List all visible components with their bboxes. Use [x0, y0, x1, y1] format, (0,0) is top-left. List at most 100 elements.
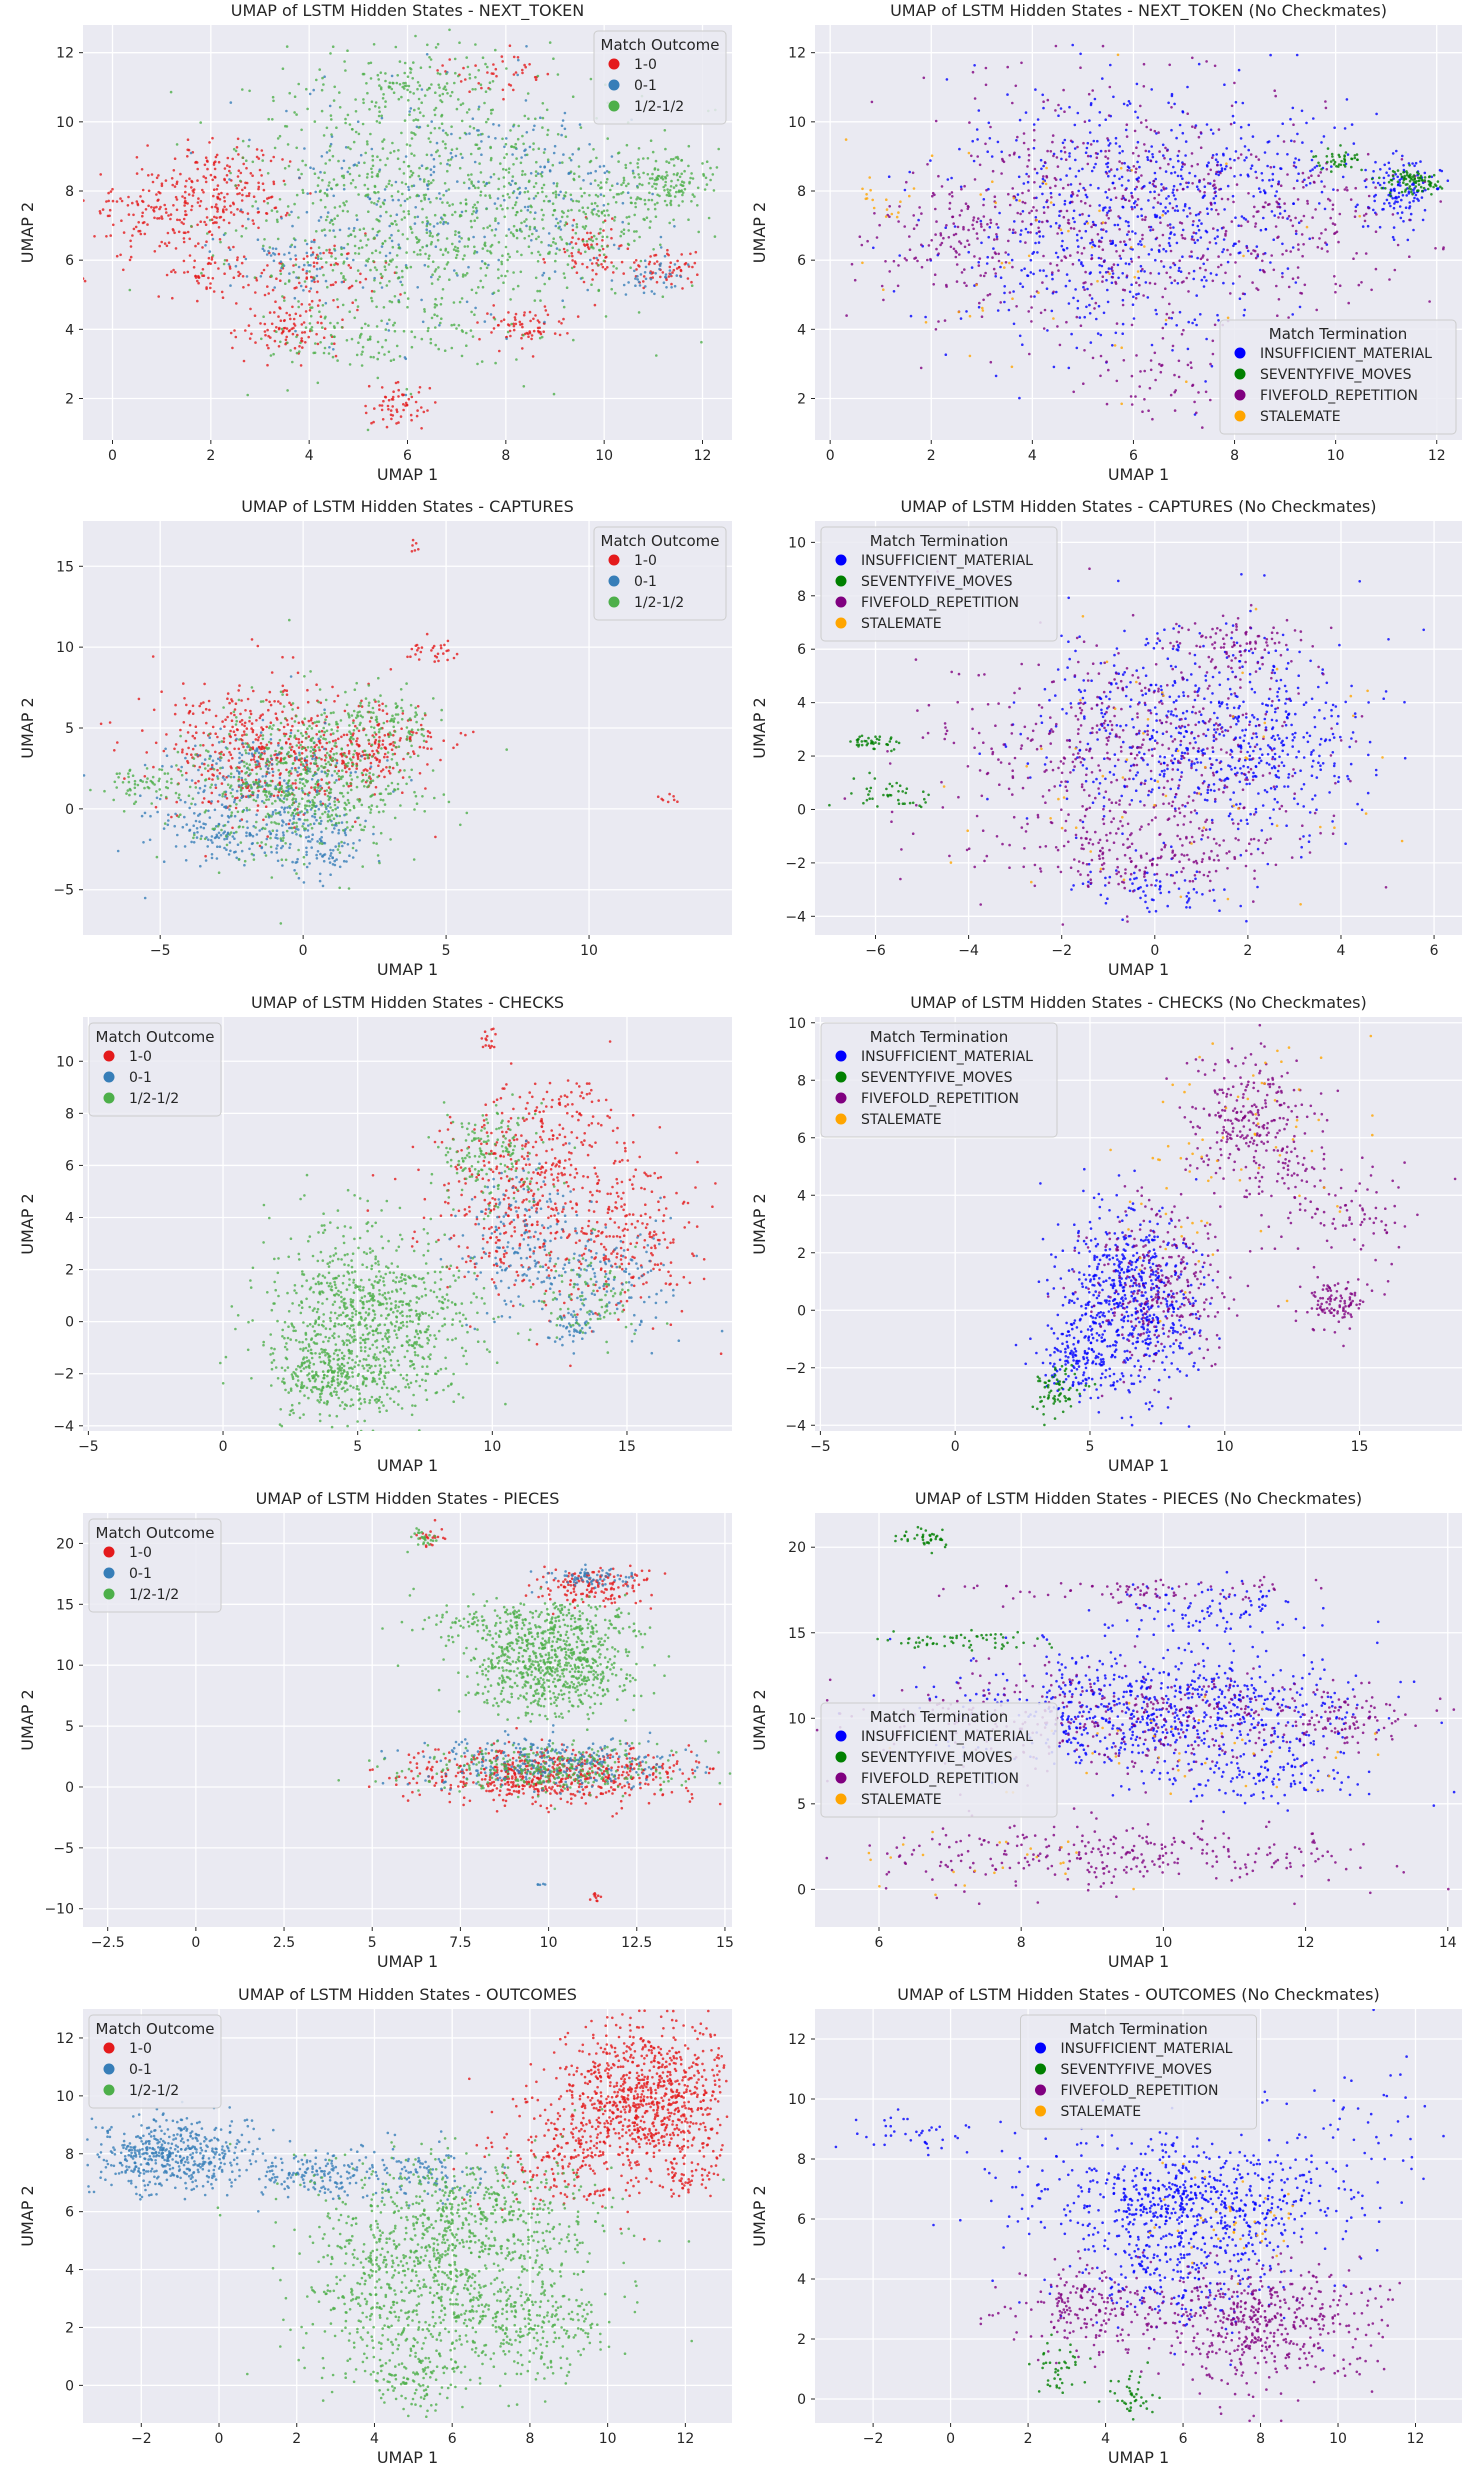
data-point: [1124, 220, 1128, 223]
data-point: [940, 241, 944, 245]
data-point: [403, 61, 407, 65]
data-point: [458, 300, 462, 304]
data-point: [434, 46, 438, 49]
data-point: [203, 762, 206, 766]
data-point: [99, 212, 102, 215]
data-point: [322, 336, 326, 340]
data-point: [1216, 160, 1219, 164]
data-point: [1198, 219, 1201, 222]
data-point: [489, 158, 493, 162]
data-point: [591, 269, 594, 272]
data-point: [317, 219, 321, 222]
data-point: [1183, 204, 1187, 208]
data-point: [340, 326, 344, 329]
data-point: [222, 208, 225, 211]
x-axis-label: UMAP 1: [1108, 465, 1169, 484]
data-point: [400, 218, 404, 221]
data-point: [681, 200, 684, 203]
data-point: [1306, 202, 1309, 205]
data-point: [186, 138, 190, 141]
data-point: [447, 188, 451, 191]
data-point: [1137, 242, 1140, 246]
data-point: [502, 185, 506, 188]
data-point: [937, 320, 940, 323]
data-point: [1072, 227, 1076, 230]
data-point: [1324, 241, 1327, 244]
data-point: [615, 267, 618, 270]
data-point: [229, 284, 232, 287]
data-point: [977, 217, 980, 220]
data-point: [384, 328, 388, 331]
data-point: [664, 276, 668, 279]
data-point: [1184, 140, 1188, 143]
data-point: [357, 161, 361, 164]
data-point: [446, 162, 449, 166]
data-point: [1194, 124, 1198, 127]
data-point: [1076, 251, 1079, 254]
data-point: [575, 223, 579, 226]
data-point: [1311, 236, 1315, 240]
data-point: [1012, 322, 1016, 326]
data-point: [978, 257, 982, 260]
data-point: [405, 387, 409, 391]
data-point: [1195, 411, 1198, 415]
data-point: [384, 254, 388, 258]
data-point: [216, 210, 219, 213]
data-point: [1105, 360, 1108, 364]
legend-label: 1/2-1/2: [634, 99, 684, 115]
data-point: [482, 227, 485, 230]
data-point: [1333, 275, 1336, 278]
data-point: [1182, 209, 1185, 212]
data-point: [1034, 88, 1037, 91]
data-point: [263, 293, 267, 297]
data-point: [260, 271, 264, 275]
data-point: [1115, 250, 1118, 253]
data-point: [1276, 205, 1279, 209]
data-point: [577, 165, 581, 168]
data-point: [1217, 212, 1220, 216]
data-point: [483, 184, 487, 187]
data-point: [315, 683, 318, 686]
data-point: [476, 216, 479, 220]
data-point: [203, 220, 206, 224]
data-point: [1346, 153, 1350, 156]
data-point: [401, 393, 405, 397]
data-point: [198, 765, 202, 769]
data-point: [505, 67, 508, 70]
data-point: [1011, 101, 1014, 105]
data-point: [441, 64, 444, 67]
data-point: [417, 107, 421, 110]
y-tick-label: 10: [56, 115, 74, 131]
data-point: [423, 198, 427, 201]
data-point: [542, 330, 545, 334]
data-point: [1269, 166, 1273, 169]
data-point: [366, 238, 370, 241]
data-point: [1134, 170, 1137, 174]
data-point: [292, 264, 295, 267]
data-point: [1409, 212, 1413, 216]
data-point: [428, 65, 432, 69]
data-point: [1168, 302, 1171, 306]
data-point: [1079, 200, 1083, 203]
data-point: [331, 283, 335, 287]
data-point: [313, 172, 317, 175]
data-point: [1202, 262, 1205, 266]
data-point: [479, 267, 483, 270]
data-point: [970, 266, 974, 269]
data-point: [536, 289, 539, 293]
data-point: [1215, 208, 1218, 212]
data-point: [217, 192, 221, 196]
data-point: [387, 182, 391, 186]
data-point: [355, 762, 359, 766]
data-point: [1131, 248, 1134, 251]
data-point: [1058, 214, 1061, 217]
data-point: [473, 250, 477, 253]
data-point: [1060, 157, 1063, 161]
data-point: [318, 299, 322, 302]
data-point: [313, 280, 316, 284]
data-point: [1054, 44, 1058, 48]
data-point: [280, 265, 284, 268]
data-point: [316, 280, 320, 283]
data-point: [1068, 167, 1072, 170]
data-point: [505, 335, 508, 339]
